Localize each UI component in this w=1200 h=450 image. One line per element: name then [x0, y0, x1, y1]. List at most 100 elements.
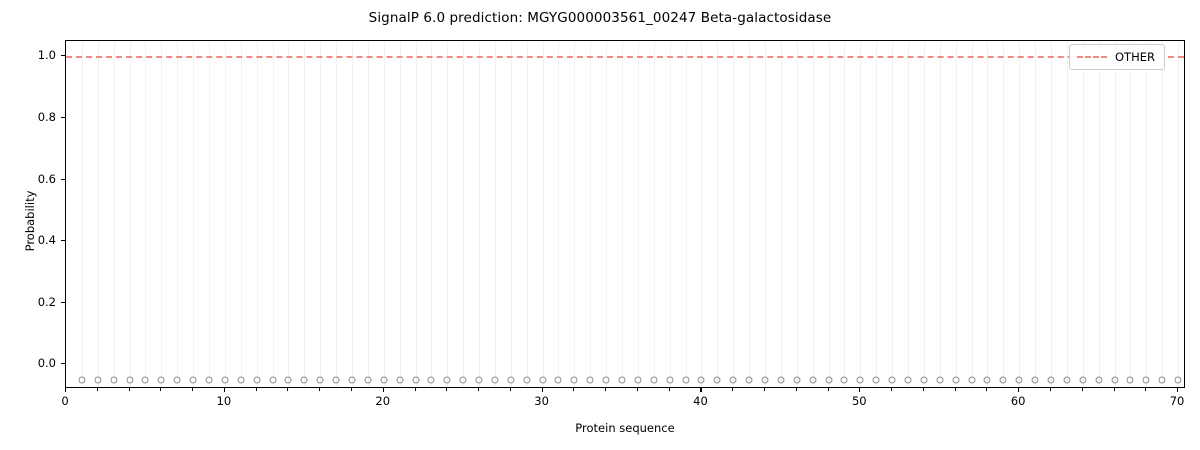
y-tick-label: 0.2 [37, 294, 56, 309]
legend[interactable]: OTHER [1069, 44, 1165, 70]
gridline [749, 41, 751, 387]
x-minor-tick [954, 388, 956, 391]
residue-marker [856, 376, 864, 384]
gridline [653, 41, 655, 387]
gridline [1130, 41, 1132, 387]
residue-marker [459, 376, 467, 384]
gridline [97, 41, 99, 387]
residue-marker [237, 376, 245, 384]
residue-marker [126, 376, 134, 384]
residue-marker [682, 376, 690, 384]
gridline [526, 41, 528, 387]
gridline [590, 41, 592, 387]
residue-marker [300, 376, 308, 384]
residue-marker [253, 376, 261, 384]
residue-marker [793, 376, 801, 384]
gridline [717, 41, 719, 387]
x-minor-tick [732, 388, 734, 391]
x-axis-label: Protein sequence [575, 421, 675, 435]
gridline [780, 41, 782, 387]
x-tick-label: 30 [534, 394, 549, 408]
x-minor-tick [573, 388, 575, 391]
gridline [208, 41, 210, 387]
residue-marker [523, 376, 531, 384]
x-minor-tick [509, 388, 511, 391]
gridline [939, 41, 941, 387]
gridline [876, 41, 878, 387]
x-minor-tick [128, 388, 130, 391]
gridline [129, 41, 131, 387]
gridline [955, 41, 957, 387]
residue-marker [443, 376, 451, 384]
legend-label-other: OTHER [1115, 50, 1155, 64]
residue-marker [507, 376, 515, 384]
x-minor-tick [986, 388, 988, 391]
residue-marker [729, 376, 737, 384]
residue-marker [141, 376, 149, 384]
x-minor-tick [636, 388, 638, 391]
residue-marker [1079, 376, 1087, 384]
legend-swatch-other [1077, 56, 1107, 58]
x-tick-label: 50 [851, 394, 867, 408]
x-minor-tick [255, 388, 257, 391]
x-minor-tick [605, 388, 607, 391]
gridline [765, 41, 766, 387]
x-minor-tick [795, 388, 797, 391]
gridline [1050, 41, 1052, 387]
residue-marker [1158, 376, 1166, 384]
x-tick-mark [1018, 388, 1020, 392]
gridline [351, 41, 353, 387]
page-title: SignalP 6.0 prediction: MGYG000003561_00… [368, 10, 832, 26]
residue-marker [332, 376, 340, 384]
residue-marker [666, 376, 674, 384]
residue-marker [284, 376, 292, 384]
gridline [479, 41, 481, 387]
gridline [367, 41, 369, 387]
gridline [907, 41, 909, 387]
residue-marker [427, 376, 435, 384]
residue-marker [872, 376, 880, 384]
residue-marker [983, 376, 991, 384]
residue-marker [650, 376, 658, 384]
residue-marker [539, 376, 547, 384]
residue-marker [920, 376, 928, 384]
residue-marker [554, 376, 562, 384]
gridline [1035, 41, 1037, 387]
other-probability-line [66, 56, 1184, 59]
gridline [971, 41, 973, 387]
residue-marker [205, 376, 213, 384]
x-tick-label: 0 [61, 394, 69, 408]
gridline [288, 41, 290, 387]
residue-marker [316, 376, 324, 384]
x-minor-tick [287, 388, 289, 391]
residue-marker [745, 376, 753, 384]
gridline [145, 41, 147, 387]
x-minor-tick [1145, 388, 1147, 391]
residue-marker [1126, 376, 1134, 384]
x-tick-label: 10 [216, 394, 232, 408]
residue-marker [412, 376, 419, 384]
gridline [796, 41, 798, 387]
x-tick-label: 60 [1010, 394, 1026, 408]
gridline [1146, 41, 1148, 387]
x-tick-label: 20 [375, 394, 391, 408]
residue-marker [999, 376, 1007, 384]
y-tick-label: 0.6 [37, 171, 56, 186]
residue-marker [761, 376, 769, 384]
residue-marker [157, 376, 165, 384]
gridline [574, 41, 576, 387]
residue-marker [904, 376, 912, 384]
gridline [81, 41, 83, 387]
gridline [987, 41, 989, 387]
residue-marker [713, 376, 721, 384]
x-minor-tick [350, 388, 352, 391]
x-tick-label: 70 [1169, 394, 1185, 408]
residue-marker [602, 376, 610, 384]
gridline [399, 41, 401, 387]
gridline [431, 41, 433, 387]
gridline [828, 41, 830, 387]
x-tick-mark [859, 388, 861, 392]
gridline [1019, 41, 1021, 387]
residue-marker [1015, 376, 1023, 384]
gridline [1082, 41, 1084, 387]
